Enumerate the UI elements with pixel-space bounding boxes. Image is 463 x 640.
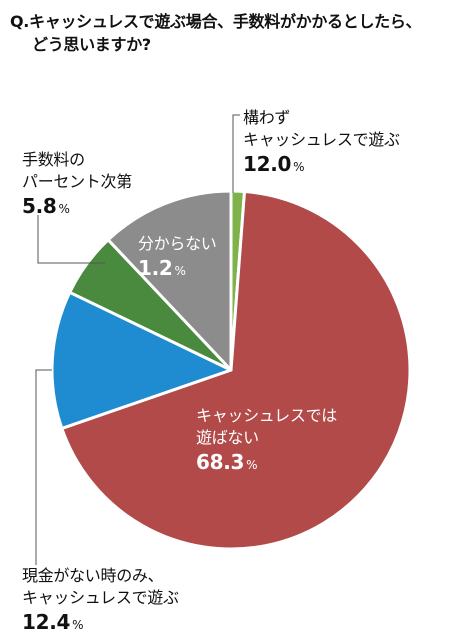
label-asobanai-line2: 遊ばない xyxy=(196,428,259,447)
label-asobanai: キャッシュレスでは 遊ばない 68.3% xyxy=(196,405,337,478)
title-line-2: どう思いますか? xyxy=(32,35,151,54)
slice-asobanai xyxy=(60,190,412,551)
label-genkin: 現金がない時のみ、 キャッシュレスで遊ぶ 12.4% xyxy=(22,565,179,638)
label-genkin-value: 12.4% xyxy=(22,610,84,634)
label-wakaranai-value: 1.2% xyxy=(138,256,186,280)
label-genkin-line2: キャッシュレスで遊ぶ xyxy=(22,588,179,607)
label-kamawazu: 構わず キャッシュレスで遊ぶ 12.0% xyxy=(243,107,400,180)
slice-wakaranai xyxy=(106,189,233,372)
label-tesuuryou-line1: 手数料の xyxy=(22,150,85,169)
title-line-1: Q.キャッシュレスで遊ぶ場合、手数料がかかるとしたら、 xyxy=(10,12,422,31)
label-tesuuryou: 手数料の パーセント次第 5.8% xyxy=(22,149,132,222)
chart-title: Q.キャッシュレスで遊ぶ場合、手数料がかかるとしたら、 どう思いますか? xyxy=(10,10,455,56)
label-asobanai-value: 68.3% xyxy=(196,450,258,474)
pie-slices xyxy=(50,189,412,551)
leader-tesuuryou xyxy=(37,215,105,264)
label-tesuuryou-line2: パーセント次第 xyxy=(22,172,132,191)
label-kamawazu-line1: 構わず xyxy=(243,108,291,127)
label-asobanai-line1: キャッシュレスでは xyxy=(196,406,337,425)
label-genkin-line1: 現金がない時のみ、 xyxy=(22,566,164,585)
leader-lines xyxy=(35,114,240,565)
label-wakaranai: 分からない 1.2% xyxy=(138,233,217,284)
label-wakaranai-line1: 分からない xyxy=(138,234,217,253)
slice-genkin xyxy=(50,290,233,430)
leader-kamawazu xyxy=(232,114,240,193)
label-kamawazu-line2: キャッシュレスで遊ぶ xyxy=(243,130,400,149)
label-kamawazu-value: 12.0% xyxy=(243,152,305,176)
label-tesuuryou-value: 5.8% xyxy=(22,194,70,218)
leader-genkin xyxy=(35,369,52,565)
